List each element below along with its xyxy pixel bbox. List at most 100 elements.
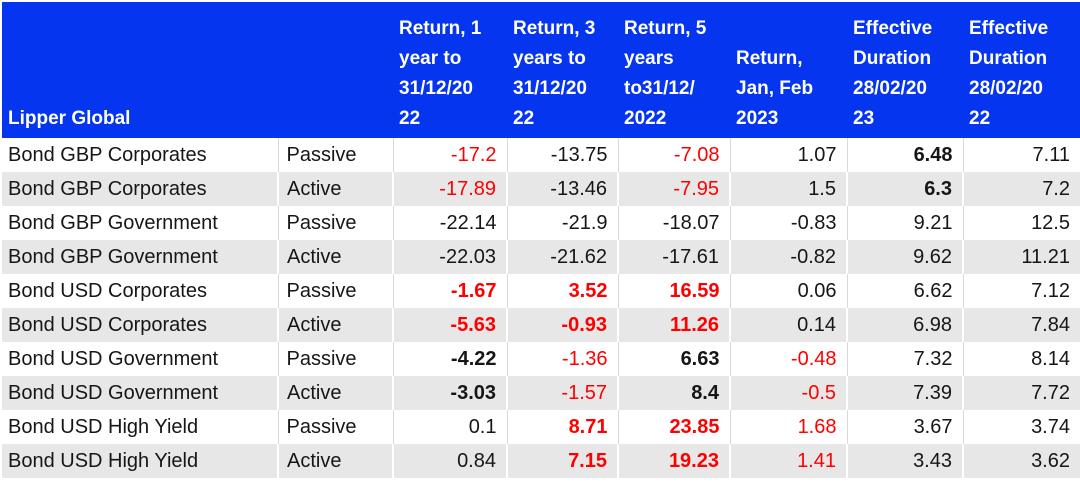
cell-management-style: Passive (278, 410, 394, 444)
cell-value: 8.14 (963, 342, 1080, 376)
cell-management-style: Passive (278, 138, 394, 172)
table-row: Bond USD Government Active -3.03 -1.57 8.4 -0… (2, 376, 1080, 410)
table-header: Lipper Global Return, 1 year to 31/12/20… (2, 2, 1080, 138)
cell-fund-category: Bond USD High Yield (2, 410, 279, 444)
column-header-management-style (278, 2, 393, 138)
cell-value: -5.63 (393, 308, 508, 342)
cell-management-style: Active (278, 444, 394, 478)
cell-value: 1.5 (730, 172, 848, 206)
cell-value: 12.5 (963, 206, 1080, 240)
cell-value: -7.95 (618, 172, 731, 206)
cell-value: -0.83 (730, 206, 848, 240)
cell-value: 0.1 (393, 410, 508, 444)
cell-fund-category: Bond GBP Government (2, 206, 279, 240)
cell-value: -21.9 (507, 206, 619, 240)
column-header-return-jan-feb-2023: Return, Jan, Feb 2023 (730, 2, 847, 138)
cell-value: -3.03 (393, 376, 508, 410)
cell-value: 11.26 (618, 308, 731, 342)
cell-value: -17.2 (393, 138, 508, 172)
column-header-effective-duration-2023: Effective Duration 28/02/20 23 (847, 2, 963, 138)
cell-value: -1.36 (507, 342, 619, 376)
cell-value: -1.67 (393, 274, 508, 308)
cell-value: -0.93 (507, 308, 619, 342)
cell-value: 8.4 (618, 376, 731, 410)
cell-value: 7.32 (847, 342, 964, 376)
cell-value: -13.46 (507, 172, 619, 206)
cell-fund-category: Bond USD Corporates (2, 308, 279, 342)
cell-value: 3.67 (847, 410, 964, 444)
table-row: Bond USD Corporates Passive -1.67 3.52 16.59… (2, 274, 1080, 308)
table-row: Bond GBP Corporates Active -17.89 -13.46 -7.… (2, 172, 1080, 206)
cell-management-style: Active (278, 308, 394, 342)
cell-value: 7.84 (963, 308, 1080, 342)
cell-value: 3.62 (963, 444, 1080, 478)
column-header-lipper-global: Lipper Global (2, 2, 278, 138)
cell-value: -7.08 (618, 138, 731, 172)
cell-value: 0.06 (730, 274, 848, 308)
cell-management-style: Active (278, 240, 394, 274)
cell-fund-category: Bond GBP Corporates (2, 138, 279, 172)
cell-value: 7.2 (963, 172, 1080, 206)
cell-value: 0.84 (393, 444, 508, 478)
cell-value: -17.89 (393, 172, 508, 206)
table-row: Bond GBP Government Passive -22.14 -21.9 -18… (2, 206, 1080, 240)
cell-fund-category: Bond USD High Yield (2, 444, 279, 478)
table-row: Bond USD Corporates Active -5.63 -0.93 11.26… (2, 308, 1080, 342)
cell-value: -22.14 (393, 206, 508, 240)
cell-value: -1.57 (507, 376, 619, 410)
cell-management-style: Active (278, 172, 394, 206)
cell-value: 9.62 (847, 240, 964, 274)
cell-value: 7.15 (507, 444, 619, 478)
cell-value: 7.72 (963, 376, 1080, 410)
cell-value: -4.22 (393, 342, 508, 376)
cell-value: 7.12 (963, 274, 1080, 308)
cell-value: 3.52 (507, 274, 619, 308)
column-header-return-3y: Return, 3 years to 31/12/20 22 (507, 2, 618, 138)
cell-management-style: Active (278, 376, 394, 410)
column-header-return-1y: Return, 1 year to 31/12/20 22 (393, 2, 507, 138)
cell-value: 6.3 (847, 172, 964, 206)
cell-value: 6.98 (847, 308, 964, 342)
cell-value: -0.48 (730, 342, 848, 376)
cell-fund-category: Bond GBP Government (2, 240, 279, 274)
cell-value: -18.07 (618, 206, 731, 240)
cell-value: 8.71 (507, 410, 619, 444)
cell-value: -22.03 (393, 240, 508, 274)
cell-value: 1.41 (730, 444, 848, 478)
cell-fund-category: Bond GBP Corporates (2, 172, 279, 206)
table-row: Bond USD High Yield Passive 0.1 8.71 23.85 1.… (2, 410, 1080, 444)
cell-value: -17.61 (618, 240, 731, 274)
cell-value: 6.62 (847, 274, 964, 308)
cell-value: 11.21 (963, 240, 1080, 274)
cell-value: 3.43 (847, 444, 964, 478)
cell-value: 16.59 (618, 274, 731, 308)
cell-value: 7.39 (847, 376, 964, 410)
cell-value: 0.14 (730, 308, 848, 342)
column-header-return-5y: Return, 5 years to31/12/ 2022 (618, 2, 730, 138)
cell-value: 1.07 (730, 138, 848, 172)
cell-management-style: Passive (278, 274, 394, 308)
cell-value: 23.85 (618, 410, 731, 444)
header-row: Lipper Global Return, 1 year to 31/12/20… (2, 2, 1080, 138)
cell-value: 9.21 (847, 206, 964, 240)
cell-management-style: Passive (278, 342, 394, 376)
table-row: Bond GBP Government Active -22.03 -21.62 -17… (2, 240, 1080, 274)
cell-value: -0.5 (730, 376, 848, 410)
cell-management-style: Passive (278, 206, 394, 240)
table-body: Bond GBP Corporates Passive -17.2 -13.75 -7.… (2, 138, 1080, 478)
cell-fund-category: Bond USD Government (2, 342, 279, 376)
cell-value: 3.74 (963, 410, 1080, 444)
column-header-effective-duration-2022: Effective Duration 28/02/20 22 (963, 2, 1080, 138)
cell-value: 6.63 (618, 342, 731, 376)
cell-value: 6.48 (847, 138, 964, 172)
cell-fund-category: Bond USD Corporates (2, 274, 279, 308)
cell-fund-category: Bond USD Government (2, 376, 279, 410)
cell-value: 1.68 (730, 410, 848, 444)
cell-value: -0.82 (730, 240, 848, 274)
cell-value: -13.75 (507, 138, 619, 172)
table-row: Bond USD High Yield Active 0.84 7.15 19.23 1.… (2, 444, 1080, 478)
table-row: Bond USD Government Passive -4.22 -1.36 6.63… (2, 342, 1080, 376)
cell-value: 19.23 (618, 444, 731, 478)
cell-value: -21.62 (507, 240, 619, 274)
